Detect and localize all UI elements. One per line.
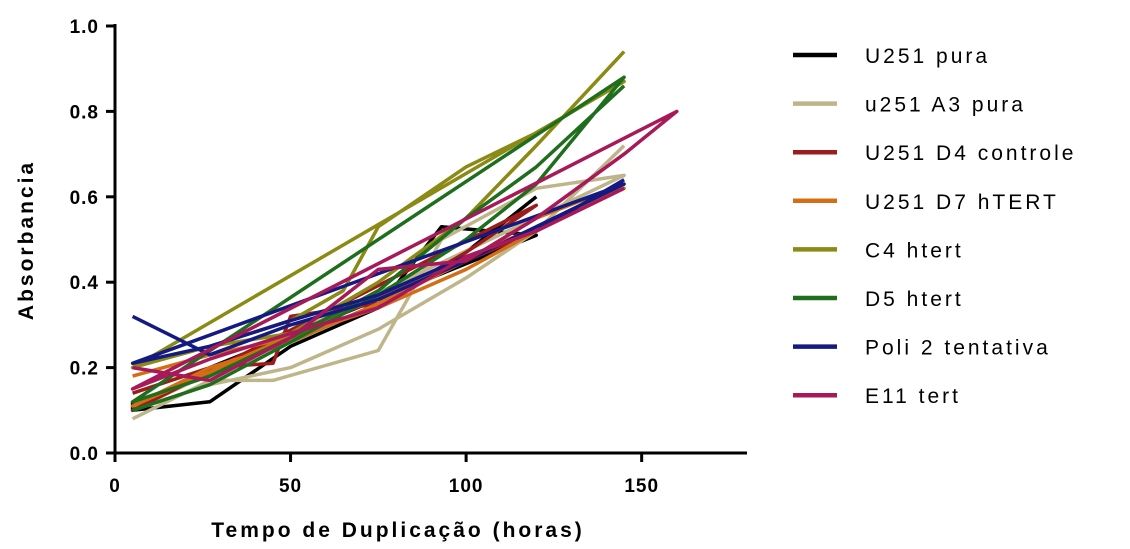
series-line-6 bbox=[130, 75, 626, 412]
x-axis-title: Tempo de Duplicação (horas) bbox=[211, 519, 585, 542]
series-line-5 bbox=[130, 50, 626, 370]
y-tick-label: 0.4 bbox=[70, 273, 99, 294]
legend-label-7: Poli 2 tentativa bbox=[865, 337, 1051, 360]
legend-label-2: u251 A3 pura bbox=[865, 94, 1026, 117]
legend-label-1: U251 pura bbox=[865, 45, 990, 68]
series-lines bbox=[130, 50, 679, 421]
series-line-2 bbox=[130, 144, 626, 421]
x-tick-label: 50 bbox=[279, 476, 302, 497]
legend-label-8: E11 tert bbox=[865, 385, 961, 408]
y-tick-label: 0.2 bbox=[70, 359, 99, 380]
legend: U251 pura u251 A3 pura U251 D4 controle U25… bbox=[793, 45, 1076, 408]
y-tick-label: 0.0 bbox=[70, 444, 99, 465]
y-tick-label: 0.8 bbox=[70, 102, 99, 123]
x-tick-label: 100 bbox=[449, 476, 484, 497]
legend-label-3: U251 D4 controle bbox=[865, 142, 1076, 165]
y-axis-title: Absorbancia bbox=[15, 160, 38, 320]
legend-label-5: C4 htert bbox=[865, 239, 964, 262]
x-tick-label: 150 bbox=[624, 476, 659, 497]
y-tick-label: 0.6 bbox=[70, 188, 99, 209]
series-line-8 bbox=[130, 109, 679, 391]
legend-label-6: D5 htert bbox=[865, 288, 964, 311]
y-tick-label: 1.0 bbox=[70, 17, 99, 38]
axes bbox=[106, 24, 747, 462]
tick-labels: 0.0 0.2 0.4 0.6 0.8 1.0 0 50 100 150 bbox=[70, 17, 659, 497]
legend-label-4: U251 D7 hTERT bbox=[865, 191, 1059, 214]
x-tick-label: 0 bbox=[109, 476, 121, 497]
